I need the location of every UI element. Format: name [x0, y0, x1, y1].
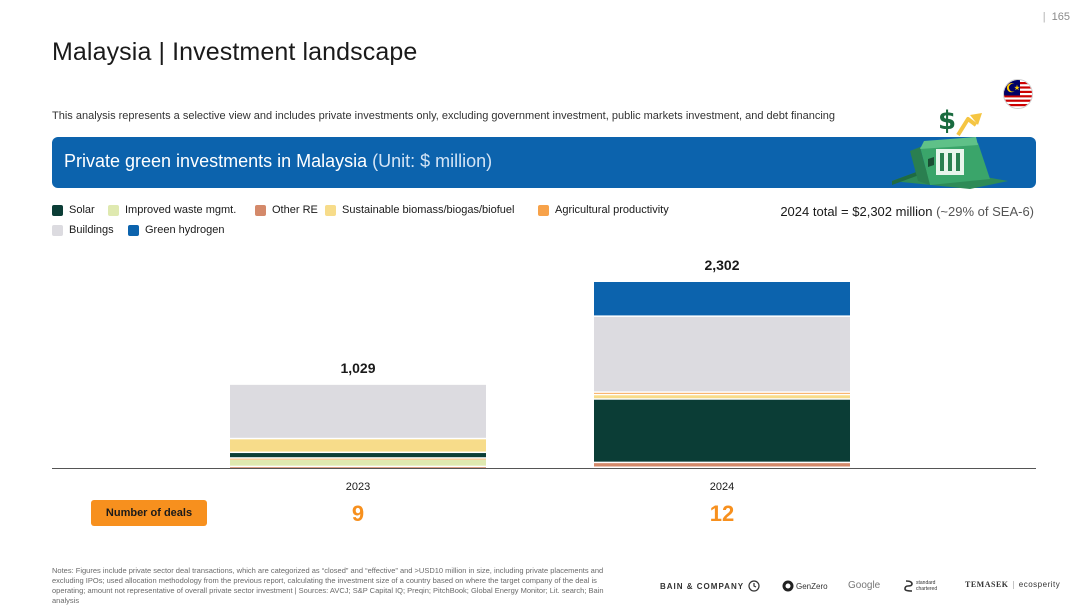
bar-segment	[594, 399, 850, 462]
legend-label: Buildings	[69, 224, 114, 236]
bar-total-label: 1,029	[340, 360, 375, 376]
legend-label: Solar	[69, 204, 95, 216]
legend-label: Green hydrogen	[145, 224, 225, 236]
legend-item-hydrogen: Green hydrogen	[128, 224, 225, 236]
legend-item-other-re: Other RE	[255, 204, 318, 216]
partner-logos: BAIN & COMPANY GenZero Google standard c…	[660, 580, 1060, 598]
temasek-logo-text: TEMASEK	[965, 580, 1009, 589]
stacked-bar-chart: 1,029 2023 2,302 2024	[52, 257, 1036, 493]
deal-count-2023: 9	[351, 501, 365, 526]
x-axis-tick-label: 2024	[710, 481, 734, 493]
bar-segment	[230, 453, 486, 458]
bain-logo-icon	[748, 580, 760, 592]
total-share: (~29% of SEA-6)	[936, 204, 1034, 219]
legend-item-agri: Agricultural productivity	[538, 204, 669, 216]
x-axis-tick-label: 2023	[346, 481, 370, 493]
banner-unit: (Unit: $ million)	[372, 151, 493, 171]
temasek-logo: TEMASEK | ecosperity	[965, 580, 1060, 589]
banner-title-text: Private green investments in Malaysia	[64, 151, 368, 171]
banner-title: Private green investments in Malaysia (U…	[64, 151, 492, 172]
legend-swatch	[108, 204, 119, 216]
bar-total-label: 2,302	[704, 257, 739, 273]
legend-swatch	[52, 204, 63, 216]
bain-logo: BAIN & COMPANY	[660, 580, 760, 592]
legend-item-solar: Solar	[52, 204, 95, 216]
bar-segment	[594, 282, 850, 316]
total-label: 2024 total = $2,302 million	[780, 204, 933, 219]
malaysia-flag-icon	[1003, 79, 1033, 109]
legend-label: Improved waste mgmt.	[125, 204, 237, 216]
legend-item-waste: Improved waste mgmt.	[108, 204, 236, 216]
legend-item-biomass: Sustainable biomass/biogas/biofuel	[325, 204, 514, 216]
standard-chartered-icon	[904, 580, 913, 592]
bar-segment	[230, 467, 486, 468]
page-subtitle: This analysis represents a selective vie…	[52, 110, 836, 122]
page-title: Malaysia | Investment landscape	[52, 38, 418, 66]
bain-logo-text: BAIN & COMPANY	[660, 581, 745, 591]
bar-segment	[594, 463, 850, 467]
svg-text:$: $	[938, 106, 956, 136]
bar-segment	[594, 395, 850, 399]
ecosperity-logo-text: ecosperity	[1018, 580, 1061, 589]
bar-segment	[230, 439, 486, 452]
legend-label: Agricultural productivity	[555, 204, 669, 216]
google-logo: Google	[848, 580, 881, 591]
logo-separator: |	[1012, 580, 1015, 589]
legend-swatch	[538, 204, 549, 216]
bar-segment	[230, 459, 486, 466]
deal-count-2024: 12	[709, 501, 735, 526]
standard-chartered-text: standard chartered	[916, 580, 938, 592]
bar-segment	[594, 392, 850, 394]
legend-swatch	[128, 224, 139, 236]
legend-swatch	[52, 224, 63, 236]
genzero-logo-text: GenZero	[796, 581, 828, 591]
genzero-logo-icon	[782, 580, 794, 592]
number-of-deals-badge: Number of deals	[91, 500, 207, 526]
chart-title-banner: Private green investments in Malaysia (U…	[52, 137, 1036, 188]
legend-label: Sustainable biomass/biogas/biofuel	[342, 204, 515, 216]
footnotes: Notes: Figures include private sector de…	[52, 566, 604, 605]
total-summary: 2024 total = $2,302 million (~29% of SEA…	[780, 204, 1034, 219]
legend-swatch	[325, 204, 336, 216]
genzero-logo: GenZero	[782, 580, 828, 592]
legend-item-buildings: Buildings	[52, 224, 114, 236]
bar-segment	[230, 384, 486, 438]
bar-segment	[594, 316, 850, 392]
legend-swatch	[255, 204, 266, 216]
page-number-value: 165	[1051, 11, 1070, 23]
legend-label: Other RE	[272, 204, 318, 216]
green-building-money-icon: $	[890, 95, 1010, 190]
bar-segment	[230, 458, 486, 460]
page-number: | 165	[1042, 11, 1070, 23]
standard-chartered-logo: standard chartered	[904, 580, 948, 592]
